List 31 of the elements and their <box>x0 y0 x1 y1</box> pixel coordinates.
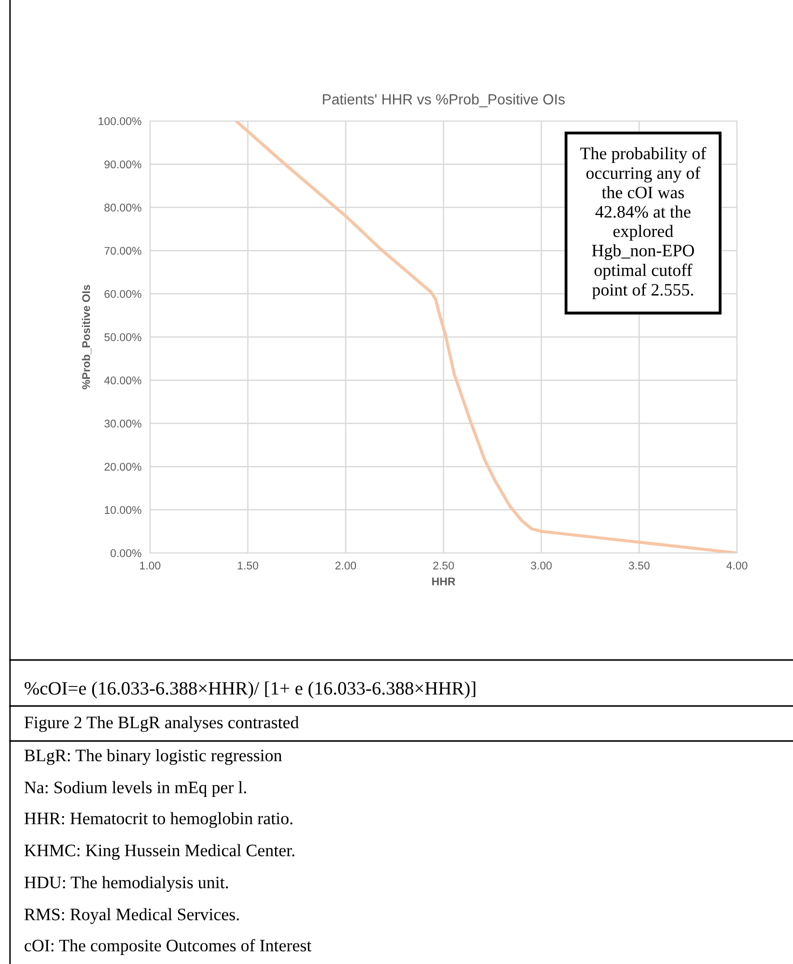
x-tick-label: 1.00 <box>140 562 160 570</box>
x-tick-label: 1.50 <box>238 562 258 570</box>
y-tick-label: 80.00% <box>104 204 142 212</box>
y-tick-label: 20.00% <box>104 462 142 471</box>
x-tick-label: 3.50 <box>628 562 650 570</box>
y-tick-label: 100.00% <box>98 117 142 126</box>
text: %cOI=e (16.033-6.388×HHR)/ [1+ e (16.033-6.388×HHR)] <box>24 682 476 698</box>
y-tick-label: 50.00% <box>104 333 142 342</box>
y-tick-label: 30.00% <box>104 420 142 428</box>
text: cOI: The composite Outcomes of Interest <box>24 939 312 955</box>
y-tick-label: 60.00% <box>104 290 142 298</box>
y-tick-label: 10.00% <box>104 506 142 514</box>
x-axis-title: HHR <box>432 578 456 586</box>
y-tick-label: 0.00% <box>110 549 142 558</box>
x-tick-label: 4.00 <box>726 562 748 570</box>
text: RMS: Royal Medical Services. <box>24 908 239 924</box>
annotation: The probability of occurring any of the cOI was 42.84% at the explored Hgb_non-EPO optimal cutoff point of 2.555. <box>580 146 706 300</box>
y-tick-label: 70.00% <box>104 246 142 255</box>
text: HDU: The hemodialysis unit. <box>24 876 228 892</box>
x-tick-label: 3.00 <box>530 562 552 570</box>
y-tick-label: 90.00% <box>104 160 142 168</box>
y-tick-label: 40.00% <box>104 376 142 384</box>
caption: Figure 2 The BLgR analyses contrasted <box>24 716 299 732</box>
y-axis-title: %Prob_Positive OIs <box>82 284 92 390</box>
text: Na: Sodium levels in mEq per l. <box>24 781 246 797</box>
text: HHR: Hematocrit to hemoglobin ratio. <box>24 812 292 828</box>
chart-title: Patients' HHR vs %Prob_Positive OIs <box>322 94 565 108</box>
text: KHMC: King Hussein Medical Center. <box>24 844 294 860</box>
x-tick-label: 2.00 <box>335 562 356 570</box>
x-tick-label: 2.50 <box>433 562 454 570</box>
text: BLgR: The binary logistic regression <box>24 749 282 765</box>
